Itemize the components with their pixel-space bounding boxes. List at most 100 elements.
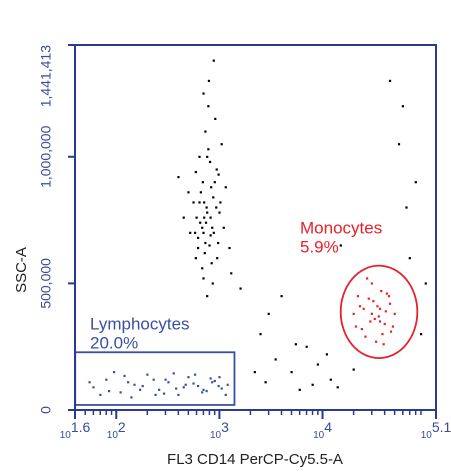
point: [274, 358, 277, 361]
y-tick-label: 0: [38, 406, 54, 414]
point: [401, 105, 405, 108]
point: [388, 302, 392, 305]
point: [127, 381, 130, 384]
point: [218, 376, 221, 379]
point: [152, 378, 155, 381]
point: [424, 282, 427, 285]
point: [381, 333, 384, 336]
point: [290, 371, 293, 374]
point: [370, 282, 373, 285]
point: [362, 307, 365, 310]
point: [311, 383, 314, 386]
point: [220, 387, 223, 390]
point: [366, 277, 369, 280]
point: [380, 289, 383, 293]
point: [212, 231, 215, 234]
point: [224, 186, 227, 189]
point: [187, 191, 190, 194]
point: [230, 272, 233, 275]
x-tick-label: 101.6: [60, 419, 91, 441]
point: [201, 267, 204, 270]
point: [182, 386, 185, 389]
point: [107, 390, 111, 393]
gate: [339, 264, 419, 359]
point: [384, 310, 387, 313]
point: [259, 333, 262, 336]
point: [214, 117, 217, 120]
point: [220, 143, 223, 146]
point: [202, 277, 205, 280]
point: [397, 143, 401, 146]
point: [184, 383, 187, 386]
x-tick-label: 103: [210, 419, 229, 441]
point: [201, 391, 204, 394]
point: [154, 393, 157, 397]
y-tick-label: 1,000,000: [38, 125, 54, 187]
y-tick-label: 1,441,413: [38, 45, 54, 107]
point: [388, 79, 392, 83]
gate-percent: 20.0%: [90, 333, 138, 352]
point: [389, 330, 393, 333]
point: [211, 226, 214, 229]
point: [211, 381, 214, 384]
point: [378, 307, 382, 310]
point: [205, 390, 208, 393]
point: [352, 368, 355, 371]
point: [356, 295, 360, 298]
point: [196, 384, 200, 388]
point: [377, 315, 380, 318]
point: [211, 282, 214, 285]
point: [419, 333, 423, 336]
point: [226, 383, 229, 386]
point: [203, 201, 206, 204]
point: [376, 305, 379, 308]
point: [224, 393, 227, 397]
point: [206, 295, 209, 298]
point: [215, 168, 218, 171]
point: [382, 343, 385, 346]
point: [367, 297, 370, 300]
point: [192, 201, 195, 204]
point: [408, 257, 411, 260]
point: [217, 173, 220, 176]
point: [239, 287, 242, 290]
point: [158, 388, 161, 391]
point: [175, 387, 178, 390]
point: [329, 378, 332, 381]
plot-frame: [74, 44, 437, 411]
x-tick-label: 102: [107, 419, 126, 441]
point: [167, 381, 170, 384]
point: [202, 388, 205, 391]
point: [336, 386, 339, 389]
point: [202, 231, 205, 234]
point: [267, 312, 270, 315]
point: [182, 216, 185, 219]
point: [194, 257, 197, 260]
point: [195, 216, 198, 219]
point: [193, 231, 197, 234]
point: [253, 371, 256, 374]
point: [119, 391, 122, 394]
gate-label: Lymphocytes: [90, 314, 190, 333]
point: [213, 379, 216, 383]
x-axis-title: FL3 CD14 PerCP-Cy5.5-A: [167, 451, 343, 468]
point: [204, 221, 208, 224]
point: [391, 325, 395, 328]
point: [92, 386, 95, 389]
point: [206, 155, 209, 158]
point: [383, 322, 386, 326]
point: [198, 155, 201, 158]
point: [387, 295, 391, 298]
point: [209, 377, 212, 380]
point: [146, 373, 149, 376]
point: [218, 211, 221, 214]
point: [202, 92, 205, 95]
point: [123, 374, 126, 378]
point: [164, 378, 167, 381]
point: [213, 181, 216, 184]
point: [208, 244, 211, 247]
point: [215, 206, 218, 209]
point: [294, 343, 297, 346]
point: [280, 295, 283, 298]
